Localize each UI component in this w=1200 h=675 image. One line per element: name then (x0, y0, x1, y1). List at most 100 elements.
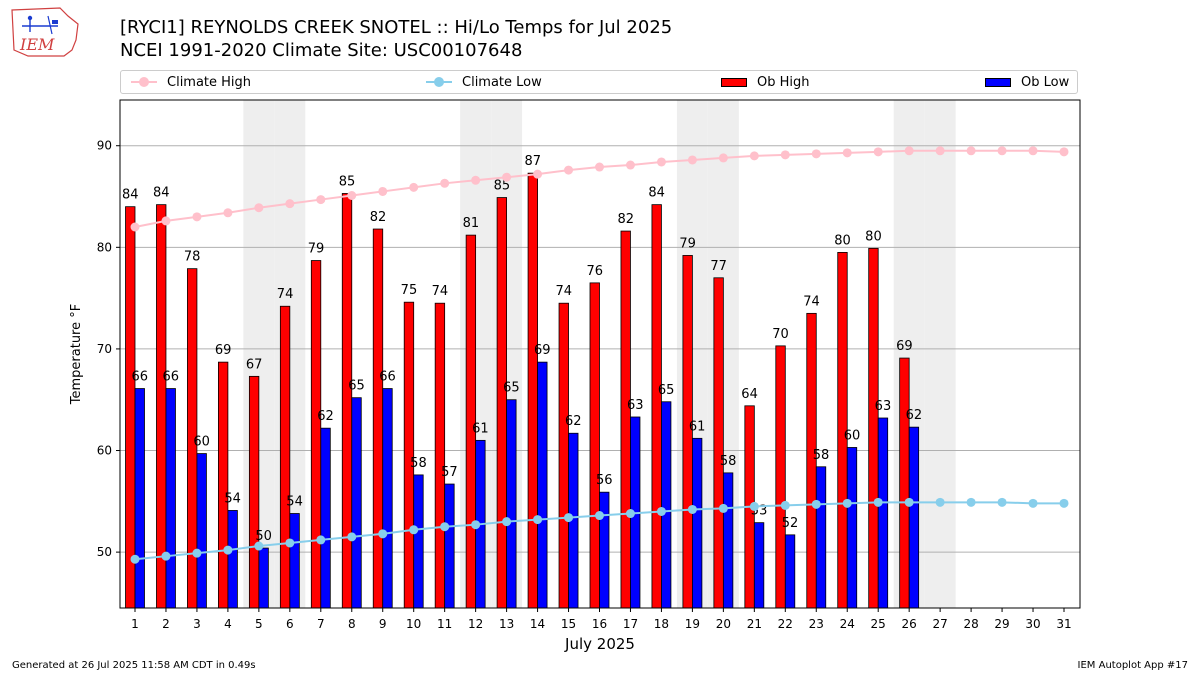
label-ob-low-16: 56 (596, 473, 613, 488)
legend-label-climate-low: Climate Low (462, 74, 542, 90)
bar-ob-low-3 (196, 453, 207, 609)
label-ob-low-14: 69 (534, 343, 551, 358)
label-ob-high-4: 69 (215, 343, 232, 358)
x-tick-label-3: 3 (193, 617, 201, 631)
point-climate-high-9 (378, 186, 388, 196)
point-climate-high-17 (625, 160, 635, 170)
label-ob-high-23: 74 (803, 294, 820, 309)
legend-item-climate-high: Climate High (131, 71, 251, 93)
bar-ob-high-22 (775, 345, 786, 609)
legend-swatch-climate-low (426, 77, 452, 87)
x-tick-label-5: 5 (255, 617, 263, 631)
legend-item-climate-low: Climate Low (426, 71, 542, 93)
point-climate-low-17 (625, 509, 635, 519)
bar-ob-high-20 (713, 277, 724, 609)
point-climate-high-10 (409, 182, 419, 192)
bar-ob-low-24 (846, 447, 858, 609)
bar-ob-high-15 (558, 302, 569, 609)
bar-ob-low-2 (165, 388, 176, 609)
bar-ob-high-17 (620, 230, 631, 609)
point-climate-high-5 (254, 203, 264, 213)
bar-ob-low-5 (258, 547, 269, 609)
legend-item-ob-low: Ob Low (985, 71, 1069, 93)
x-tick-label-30: 30 (1025, 617, 1040, 631)
legend-label-ob-low: Ob Low (1021, 74, 1070, 90)
label-ob-high-11: 74 (432, 284, 449, 299)
point-climate-low-3 (192, 548, 202, 558)
label-ob-low-17: 63 (627, 398, 644, 413)
point-climate-high-16 (595, 162, 604, 172)
bar-ob-high-5 (248, 375, 260, 609)
point-climate-high-23 (811, 149, 821, 159)
point-climate-low-31 (1059, 498, 1069, 508)
x-tick-label-2: 2 (162, 617, 170, 631)
label-ob-low-20: 58 (720, 454, 737, 469)
bar-ob-high-16 (589, 282, 600, 609)
label-ob-low-24: 60 (844, 428, 861, 443)
point-climate-low-8 (347, 532, 357, 542)
y-tick-label-90: 90 (97, 139, 112, 153)
point-climate-high-14 (533, 169, 543, 179)
point-climate-low-18 (656, 506, 666, 516)
point-climate-low-16 (595, 511, 604, 521)
point-climate-low-9 (378, 529, 388, 539)
label-ob-high-20: 77 (710, 259, 727, 274)
label-ob-low-15: 62 (565, 414, 582, 429)
label-ob-high-1: 84 (122, 188, 139, 203)
point-climate-low-5 (254, 541, 264, 551)
point-climate-high-21 (749, 151, 759, 161)
x-tick-label-11: 11 (437, 617, 452, 631)
bar-ob-high-1 (125, 206, 136, 609)
point-climate-low-13 (502, 517, 512, 527)
label-ob-low-9: 66 (379, 370, 396, 385)
y-tick-label-50: 50 (97, 545, 112, 559)
x-tick-label-7: 7 (317, 617, 325, 631)
x-tick-label-29: 29 (994, 617, 1009, 631)
x-axis-label: July 2025 (564, 635, 635, 653)
bar-ob-high-6 (279, 305, 291, 609)
x-tick-label-1: 1 (131, 617, 139, 631)
iem-logo-text: IEM (19, 35, 55, 54)
x-tick-label-9: 9 (379, 617, 387, 631)
label-ob-low-11: 57 (441, 465, 458, 480)
bar-ob-low-26 (908, 426, 920, 609)
label-ob-low-7: 62 (317, 409, 334, 424)
bar-ob-low-9 (382, 388, 393, 609)
label-ob-high-12: 81 (463, 216, 480, 231)
y-tick-label-70: 70 (97, 342, 112, 356)
label-ob-high-2: 84 (153, 186, 170, 201)
label-ob-high-17: 82 (617, 212, 634, 227)
legend-label-climate-high: Climate High (167, 74, 252, 90)
point-climate-low-14 (533, 515, 543, 525)
x-tick-label-21: 21 (747, 617, 762, 631)
label-ob-low-1: 66 (131, 370, 148, 385)
bar-ob-low-19 (692, 437, 703, 609)
point-climate-low-25 (873, 497, 883, 507)
point-climate-high-19 (687, 155, 697, 165)
weekend-shade-27 (924, 100, 956, 608)
legend-swatch-ob-low (985, 77, 1011, 87)
bar-ob-low-6 (289, 513, 300, 609)
bar-ob-low-4 (227, 510, 238, 609)
point-climate-high-31 (1059, 147, 1069, 157)
point-climate-low-27 (935, 497, 945, 507)
label-ob-low-10: 58 (410, 456, 427, 471)
point-climate-low-23 (811, 499, 821, 509)
x-tick-label-31: 31 (1056, 617, 1071, 631)
bar-ob-high-2 (156, 204, 167, 609)
label-ob-low-3: 60 (193, 435, 210, 450)
label-ob-high-21: 64 (741, 387, 758, 402)
bar-ob-low-14 (537, 361, 548, 609)
x-tick-label-18: 18 (654, 617, 669, 631)
label-ob-high-15: 74 (556, 284, 573, 299)
x-tick-label-22: 22 (778, 617, 793, 631)
label-ob-high-14: 87 (525, 154, 542, 169)
label-ob-low-22: 52 (782, 516, 799, 531)
point-climate-high-8 (347, 191, 357, 201)
bar-ob-low-23 (815, 466, 827, 609)
bar-ob-low-8 (351, 397, 362, 609)
y-tick-label-80: 80 (97, 240, 112, 254)
point-climate-low-15 (564, 513, 574, 523)
y-tick-label-60: 60 (97, 444, 112, 458)
bar-ob-low-18 (661, 401, 672, 609)
